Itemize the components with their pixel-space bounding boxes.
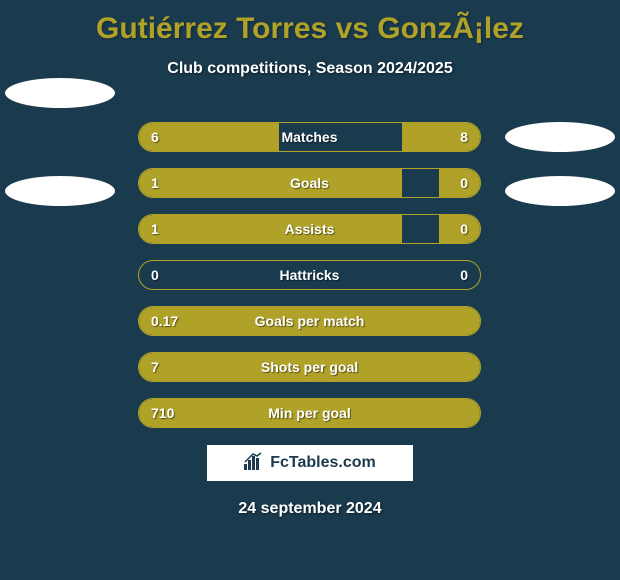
bar-left-assists [139, 215, 402, 243]
player1-oval-2 [5, 176, 115, 206]
value-right-hattricks: 0 [460, 267, 468, 283]
bar-left-goals [139, 169, 402, 197]
value-left-assists: 1 [151, 221, 159, 237]
value-left-matches: 6 [151, 129, 159, 145]
value-left-goals: 1 [151, 175, 159, 191]
page-title: Gutiérrez Torres vs GonzÃ¡lez [0, 0, 620, 46]
label-matches: Matches [281, 129, 337, 145]
label-gpm: Goals per match [255, 313, 365, 329]
player2-oval-1 [505, 122, 615, 152]
value-left-hattricks: 0 [151, 267, 159, 283]
stat-row-matches: 6 Matches 8 [138, 122, 481, 152]
watermark-text: FcTables.com [270, 454, 376, 472]
stat-row-gpm: 0.17 Goals per match [138, 306, 481, 336]
stat-row-mpg: 710 Min per goal [138, 398, 481, 428]
value-right-matches: 8 [460, 129, 468, 145]
stat-row-spg: 7 Shots per goal [138, 352, 481, 382]
label-goals: Goals [290, 175, 329, 191]
watermark: FcTables.com [205, 443, 415, 483]
stats-container: 6 Matches 8 1 Goals 0 1 Assists 0 0 Hatt… [138, 122, 481, 444]
date-label: 24 september 2024 [238, 500, 381, 518]
label-assists: Assists [285, 221, 335, 237]
value-right-goals: 0 [460, 175, 468, 191]
stat-row-assists: 1 Assists 0 [138, 214, 481, 244]
label-spg: Shots per goal [261, 359, 358, 375]
label-hattricks: Hattricks [280, 267, 340, 283]
chart-icon [244, 452, 264, 475]
value-left-mpg: 710 [151, 405, 174, 421]
bar-left-matches [139, 123, 279, 151]
value-left-spg: 7 [151, 359, 159, 375]
stat-row-hattricks: 0 Hattricks 0 [138, 260, 481, 290]
player2-oval-2 [505, 176, 615, 206]
value-right-assists: 0 [460, 221, 468, 237]
bar-right-matches [402, 123, 480, 151]
value-left-gpm: 0.17 [151, 313, 178, 329]
subtitle: Club competitions, Season 2024/2025 [0, 60, 620, 78]
player1-oval-1 [5, 78, 115, 108]
stat-row-goals: 1 Goals 0 [138, 168, 481, 198]
label-mpg: Min per goal [268, 405, 350, 421]
